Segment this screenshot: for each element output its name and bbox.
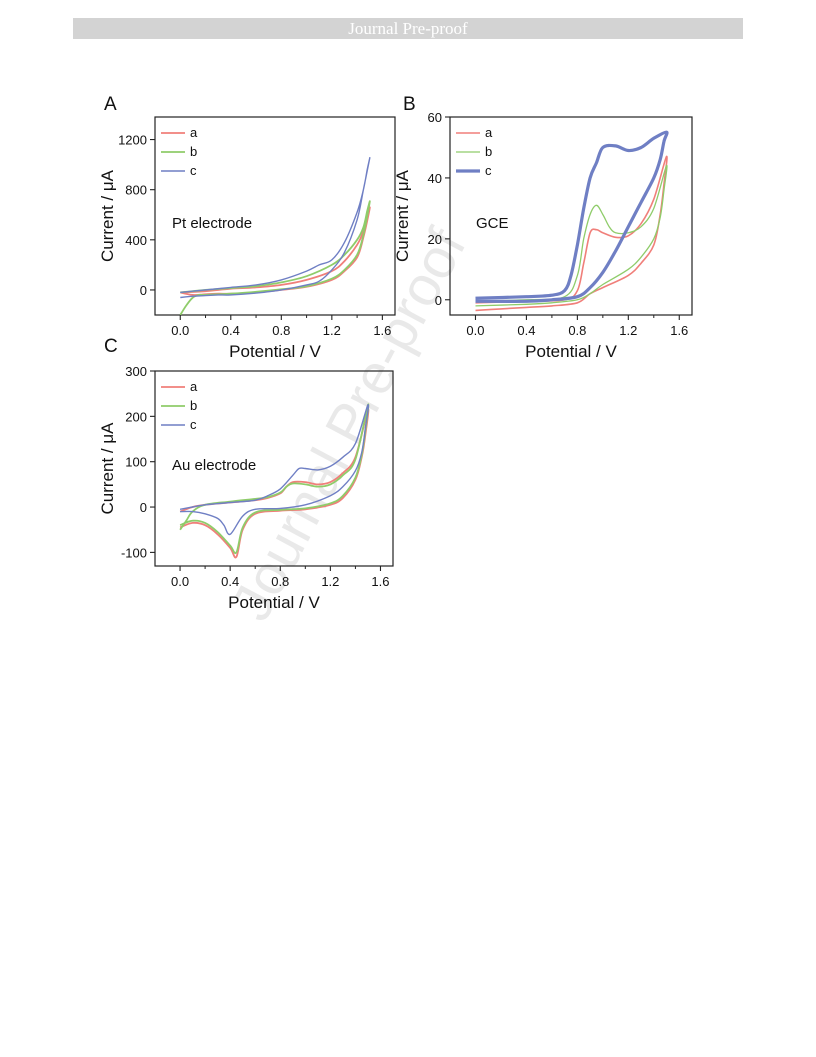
x-tick-label: 0.0	[171, 574, 189, 589]
x-tick-label: 0.8	[568, 323, 586, 338]
panel-letter: B	[403, 94, 416, 115]
series-line-c	[179, 404, 370, 536]
legend-label-a: a	[190, 125, 198, 140]
y-axis-label: Current / μA	[393, 169, 412, 262]
y-tick-label: 0	[435, 293, 442, 308]
journal-preproof-banner: Journal Pre-proof	[73, 18, 743, 39]
y-tick-label: 1200	[118, 133, 147, 148]
y-tick-label: 60	[428, 110, 442, 125]
x-axis-label: Potential / V	[525, 342, 617, 361]
x-axis-label: Potential / V	[229, 342, 321, 361]
y-tick-label: 200	[125, 409, 147, 424]
series-line-a	[475, 155, 668, 312]
plot-frame	[449, 116, 693, 316]
y-tick-label: 40	[428, 171, 442, 186]
x-tick-label: 0.0	[171, 323, 189, 338]
legend-label-b: b	[190, 398, 197, 413]
plot-frame	[154, 116, 396, 316]
x-tick-label: 0.8	[271, 574, 289, 589]
series-line-b	[179, 403, 370, 555]
legend-label-c: c	[190, 417, 197, 432]
electrode-annotation: Pt electrode	[172, 215, 252, 232]
x-tick-label: 1.2	[619, 323, 637, 338]
electrode-annotation: GCE	[476, 215, 509, 232]
legend-label-b: b	[190, 144, 197, 159]
y-tick-label: 0	[140, 500, 147, 515]
series-line-a	[179, 408, 370, 559]
x-tick-label: 0.4	[221, 574, 239, 589]
legend-label-b: b	[485, 144, 492, 159]
series-line-b	[475, 164, 668, 307]
y-axis-label: Current / μA	[98, 169, 117, 262]
panel-a: A 0.0 0.4 0.8 1.2 1.6 0 400 800 1200 Potential / V…	[98, 94, 396, 361]
plot-frame	[154, 370, 394, 567]
y-tick-label: 100	[125, 455, 147, 470]
x-tick-label: 0.0	[466, 323, 484, 338]
legend-label-c: c	[485, 163, 492, 178]
y-tick-label: 0	[140, 283, 147, 298]
electrode-annotation: Au electrode	[172, 457, 256, 474]
x-tick-label: 0.4	[517, 323, 535, 338]
legend-label-a: a	[485, 125, 493, 140]
panel-letter: A	[104, 94, 117, 115]
panel-letter: C	[104, 336, 118, 357]
x-axis-label: Potential / V	[228, 593, 320, 612]
x-tick-label: 1.6	[371, 574, 389, 589]
y-tick-label: 800	[125, 183, 147, 198]
x-tick-label: 0.4	[222, 323, 240, 338]
y-tick-label: 300	[125, 364, 147, 379]
x-tick-label: 1.6	[373, 323, 391, 338]
x-tick-label: 0.8	[272, 323, 290, 338]
legend-label-c: c	[190, 163, 197, 178]
panel-c: C 0.0 0.4 0.8 1.2 1.6 -100 0 100 200 300 Potential …	[98, 336, 394, 612]
series-line-c	[475, 130, 669, 303]
series-line-c	[180, 156, 371, 299]
y-tick-label: 400	[125, 233, 147, 248]
y-tick-label: 20	[428, 232, 442, 247]
x-tick-label: 1.2	[321, 574, 339, 589]
panel-b: B 0.0 0.4 0.8 1.2 1.6 0 20 40 60 Potential / V Curr…	[393, 94, 693, 361]
y-tick-label: -100	[121, 545, 147, 560]
y-axis-label: Current / μA	[98, 422, 117, 515]
x-tick-label: 1.6	[670, 323, 688, 338]
legend-label-a: a	[190, 379, 198, 394]
x-tick-label: 1.2	[323, 323, 341, 338]
